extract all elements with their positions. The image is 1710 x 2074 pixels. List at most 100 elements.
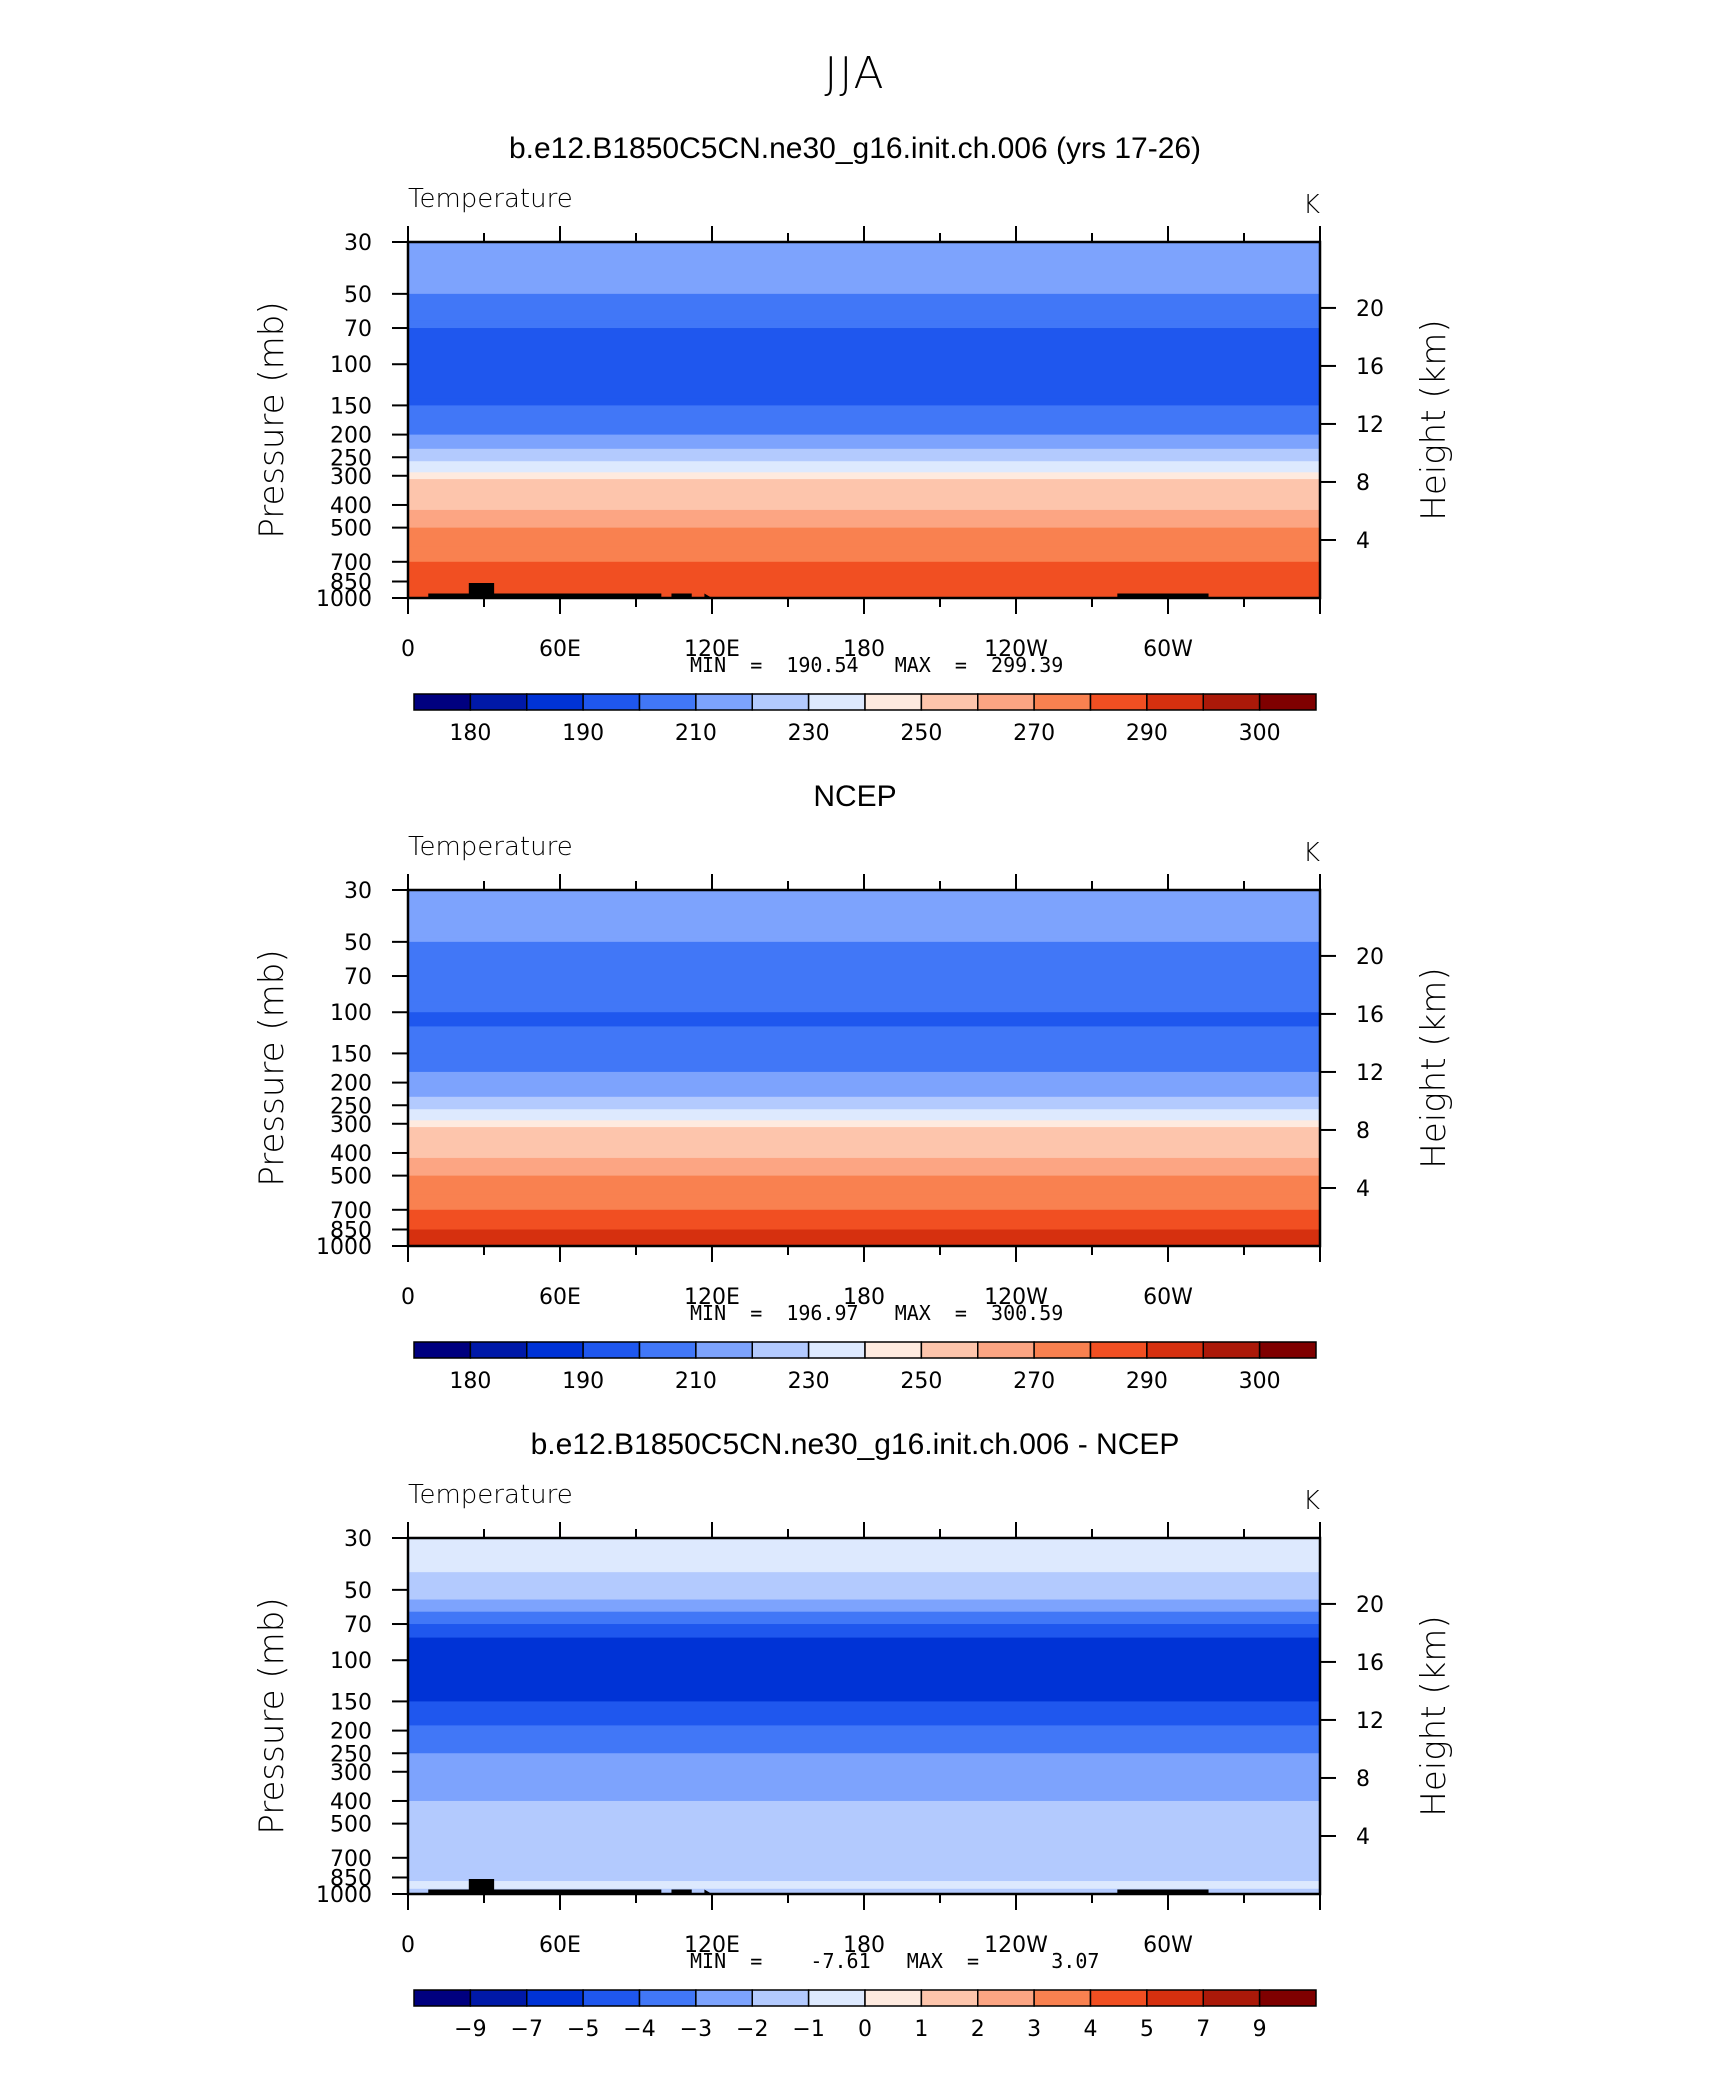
colorbar-swatch	[977, 1989, 1035, 2007]
y-tick-label: 150	[330, 1042, 372, 1067]
y-tick-label: 50	[344, 1579, 372, 1604]
colorbar-label: 290	[1126, 1369, 1168, 1394]
contour-band	[408, 1142, 1320, 1159]
variable-label: Temperature	[408, 184, 573, 214]
contour-band	[408, 1046, 1320, 1054]
colorbar-label: 210	[675, 721, 717, 746]
x-tick-label: 120E	[684, 637, 740, 662]
contour-band	[408, 527, 1320, 547]
colorbar-swatch	[1146, 1989, 1204, 2007]
min-max-label: MIN = 190.54 MAX = 299.39	[690, 653, 1064, 677]
x-tick-label: 120W	[984, 1285, 1048, 1310]
y-tick-label: 30	[344, 879, 372, 904]
x-tick-label: 180	[843, 1933, 885, 1958]
contour-band	[408, 1001, 1320, 1013]
colorbar-swatch	[1258, 693, 1317, 711]
height-tick-label: 8	[1356, 1119, 1370, 1144]
y-tick-label: 700	[330, 1847, 372, 1872]
contour-band	[408, 561, 1320, 583]
contour-band	[408, 1120, 1320, 1128]
colorbar-swatch	[864, 1989, 923, 2007]
y-tick-label: 30	[344, 1527, 372, 1552]
contour-band	[408, 1725, 1320, 1754]
y-tick-label: 400	[330, 1142, 372, 1167]
height-tick-label: 16	[1356, 1003, 1384, 1028]
y-tick-label: 700	[330, 1199, 372, 1224]
contour-band	[408, 1694, 1320, 1702]
colorbar-swatch	[1089, 1989, 1148, 2007]
colorbar-label: 300	[1239, 1369, 1281, 1394]
y-tick-label: 850	[330, 571, 372, 596]
colorbar-label: 7	[1196, 2017, 1210, 2042]
min-max-label: MIN = -7.61 MAX = 3.07	[690, 1949, 1100, 1973]
height-tick-label: 20	[1356, 297, 1384, 322]
colorbar-label: 190	[562, 1369, 604, 1394]
colorbar-label: 4	[1084, 2017, 1098, 2042]
contour-band	[408, 937, 1320, 943]
height-tick-label: 8	[1356, 1767, 1370, 1792]
x-tick-label: 60W	[1143, 1285, 1193, 1310]
contour-band	[408, 1096, 1320, 1110]
y-tick-label: 1000	[316, 1235, 372, 1260]
colorbar-label: 180	[449, 1369, 491, 1394]
colorbar-label: 230	[788, 1369, 830, 1394]
y-tick-label: 250	[330, 446, 372, 471]
x-tick-label: 60W	[1143, 637, 1193, 662]
y-tick-label: 1000	[316, 587, 372, 612]
y-tick-label: 400	[330, 1790, 372, 1815]
contour-band	[408, 1071, 1320, 1098]
height-tick-label: 4	[1356, 1825, 1370, 1850]
y-tick-label: 500	[330, 517, 372, 542]
contour-band	[408, 1800, 1320, 1825]
contour-band	[408, 1599, 1320, 1613]
colorbar-label: −4	[623, 2017, 655, 2042]
contour-band	[408, 1701, 1320, 1726]
x-tick-label: 60E	[539, 1285, 581, 1310]
y-tick-label: 50	[344, 283, 372, 308]
colorbar-label: 230	[788, 721, 830, 746]
panel-title: b.e12.B1850C5CN.ne30_g16.init.ch.006 - N…	[530, 1428, 1180, 1461]
units-label: K	[1303, 1486, 1321, 1516]
contour-band	[408, 1611, 1320, 1625]
topography-mask	[428, 1879, 1209, 1894]
height-tick-label: 4	[1356, 1177, 1370, 1202]
x-tick-label: 180	[843, 1285, 885, 1310]
contour-band	[408, 1012, 1320, 1028]
height-tick-label: 4	[1356, 529, 1370, 554]
height-tick-label: 12	[1356, 1061, 1384, 1086]
height-tick-label: 20	[1356, 1593, 1384, 1618]
contour-band	[408, 1194, 1320, 1211]
contour-band	[408, 1850, 1320, 1872]
contour-band	[408, 509, 1320, 529]
y-tick-label: 70	[344, 965, 372, 990]
height-tick-label: 8	[1356, 471, 1370, 496]
colorbar-swatch	[1258, 1341, 1317, 1359]
colorbar-label: −1	[792, 2017, 824, 2042]
contour-band	[408, 1871, 1320, 1882]
contour-band	[408, 1888, 1320, 1895]
colorbar-label: 270	[1013, 1369, 1055, 1394]
y-tick-label: 150	[330, 394, 372, 419]
colorbar-label: 3	[1027, 2017, 1041, 2042]
y-tick-label: 70	[344, 317, 372, 342]
topography-mask	[428, 583, 1209, 598]
colorbar-label: −7	[511, 2017, 543, 2042]
colorbar-label: 0	[858, 2017, 872, 2042]
contour-band	[408, 461, 1320, 473]
colorbar-swatch	[638, 1989, 697, 2007]
panel-title: NCEP	[813, 780, 897, 813]
colorbar-swatch	[1258, 1989, 1317, 2007]
y-tick-label: 850	[330, 1219, 372, 1244]
y-tick-label: 100	[330, 1649, 372, 1674]
contour-band	[408, 448, 1320, 462]
units-label: K	[1303, 190, 1321, 220]
colorbar-label: 250	[900, 1369, 942, 1394]
colorbar-label: 270	[1013, 721, 1055, 746]
height-tick-label: 12	[1356, 1709, 1384, 1734]
y-tick-label: 100	[330, 353, 372, 378]
colorbar-label: 180	[449, 721, 491, 746]
contour-band	[408, 1209, 1320, 1231]
contour-band	[408, 1572, 1320, 1601]
y-tick-label: 100	[330, 1001, 372, 1026]
y-tick-label: 250	[330, 1094, 372, 1119]
